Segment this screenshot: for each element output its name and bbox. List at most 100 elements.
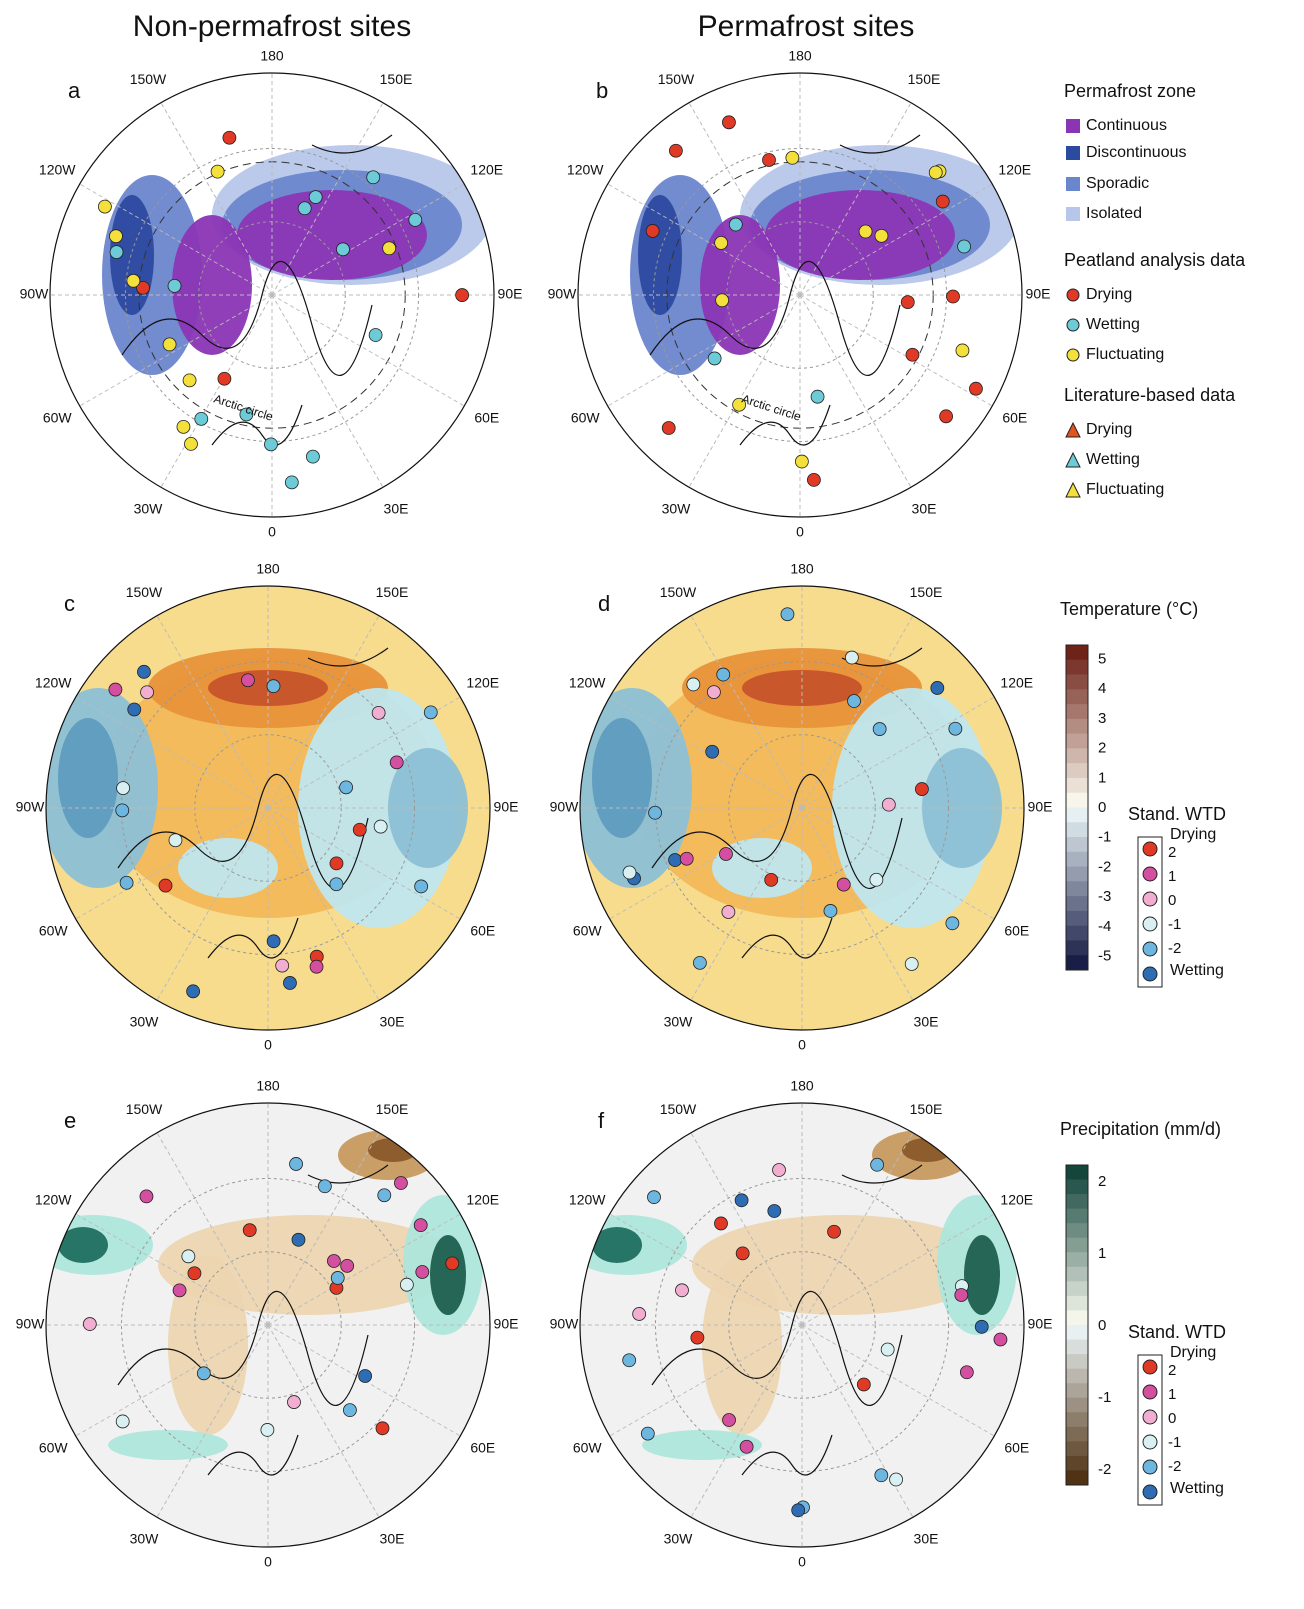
legend-title: Peatland analysis data <box>1064 250 1246 270</box>
site-marker <box>905 347 920 362</box>
colorbar-band <box>1066 1310 1088 1326</box>
meridian <box>271 294 384 488</box>
site-marker <box>764 872 779 887</box>
site-marker <box>714 1216 728 1231</box>
site-marker <box>284 475 299 490</box>
site-marker <box>82 1317 97 1331</box>
colorbar-band <box>1066 896 1088 912</box>
colorbar-band <box>1066 851 1088 868</box>
site-marker <box>297 201 312 216</box>
site-marker <box>945 916 960 931</box>
site-marker <box>382 241 397 256</box>
meridian <box>156 1324 269 1518</box>
site-marker <box>869 872 884 887</box>
longitude-label: 90E <box>1028 1316 1053 1332</box>
meridian <box>75 696 269 809</box>
panel-label: a <box>68 78 81 103</box>
colorbar-band <box>1066 1208 1088 1224</box>
colorbar-title: Precipitation (mm/d) <box>1060 1119 1221 1139</box>
site-marker <box>119 875 134 890</box>
site-marker <box>336 242 350 257</box>
latitude-circle <box>120 1177 416 1473</box>
site-marker <box>807 472 821 487</box>
colorbar-tick: 2 <box>1098 1173 1106 1190</box>
colorbar-band <box>1066 910 1088 927</box>
map-region <box>172 215 252 355</box>
colorbar-tick: -3 <box>1098 888 1111 905</box>
site-marker <box>340 1258 355 1273</box>
site-marker <box>954 1288 969 1302</box>
meridian <box>688 294 801 488</box>
site-marker <box>823 904 838 918</box>
legend-swatch <box>1066 318 1080 332</box>
colorbar-band <box>1066 645 1088 661</box>
site-marker <box>686 677 701 692</box>
legend-swatch <box>1066 207 1080 221</box>
site-marker <box>661 421 676 435</box>
site-marker <box>693 955 707 970</box>
map-region <box>712 838 812 898</box>
site-marker <box>722 115 736 130</box>
site-marker <box>858 224 873 239</box>
meridian <box>690 1324 803 1518</box>
site-marker <box>308 190 323 204</box>
site-marker <box>415 1265 430 1279</box>
longitude-label: 150E <box>910 584 943 600</box>
site-marker <box>136 280 150 295</box>
longitude-label: 120E <box>466 1192 499 1208</box>
map-region <box>592 718 652 838</box>
site-marker <box>182 373 197 388</box>
meridian <box>156 807 269 1001</box>
site-marker <box>329 877 344 892</box>
map-border <box>45 585 491 1031</box>
site-marker <box>242 1223 257 1238</box>
site-marker <box>413 1218 428 1233</box>
meridian <box>267 1324 380 1518</box>
site-marker <box>186 984 201 999</box>
site-marker <box>827 1224 841 1239</box>
site-marker <box>181 1249 196 1264</box>
site-marker <box>728 217 743 232</box>
site-marker <box>358 1369 373 1383</box>
longitude-label: 120W <box>35 1192 72 1208</box>
site-marker <box>445 1256 460 1271</box>
longitude-label: 30W <box>134 500 164 516</box>
colorbar-band <box>1066 1397 1088 1413</box>
legend-label: Fluctuating <box>1086 481 1164 498</box>
site-marker <box>957 239 971 254</box>
meridian <box>79 183 273 296</box>
site-marker <box>317 1179 332 1194</box>
longitude-label: 180 <box>256 561 280 577</box>
site-marker <box>767 1204 782 1218</box>
meridian <box>160 102 273 296</box>
site-marker <box>260 1423 275 1437</box>
longitude-label: 150E <box>376 584 409 600</box>
site-marker <box>669 143 683 158</box>
site-marker <box>785 150 800 165</box>
colorbar-tick: 2 <box>1098 740 1106 757</box>
colorbar-band <box>1066 704 1088 720</box>
map-region <box>58 718 118 838</box>
legend-label: Drying <box>1086 286 1132 303</box>
wtd-frame <box>1137 836 1163 988</box>
colorbar-band <box>1066 1194 1088 1210</box>
longitude-label: 60E <box>1002 410 1027 426</box>
site-marker <box>706 685 721 699</box>
longitude-label: 0 <box>264 1554 272 1570</box>
map-border <box>49 72 495 518</box>
longitude-label: 150W <box>658 71 695 87</box>
site-marker <box>389 755 404 770</box>
colorbar-band <box>1066 1325 1088 1341</box>
site-marker <box>115 1414 130 1429</box>
colorbar-tick: 0 <box>1098 1317 1106 1334</box>
longitude-label: 150W <box>130 71 167 87</box>
site-marker <box>287 1395 301 1409</box>
site-marker <box>690 1330 705 1345</box>
site-marker <box>172 1283 187 1298</box>
wtd-end-label: Drying <box>1170 1344 1216 1361</box>
site-marker <box>946 289 960 304</box>
colorbar-tick: -5 <box>1098 947 1111 964</box>
site-marker <box>622 1353 637 1368</box>
latitude-circle <box>654 1177 950 1473</box>
site-marker <box>904 957 919 971</box>
